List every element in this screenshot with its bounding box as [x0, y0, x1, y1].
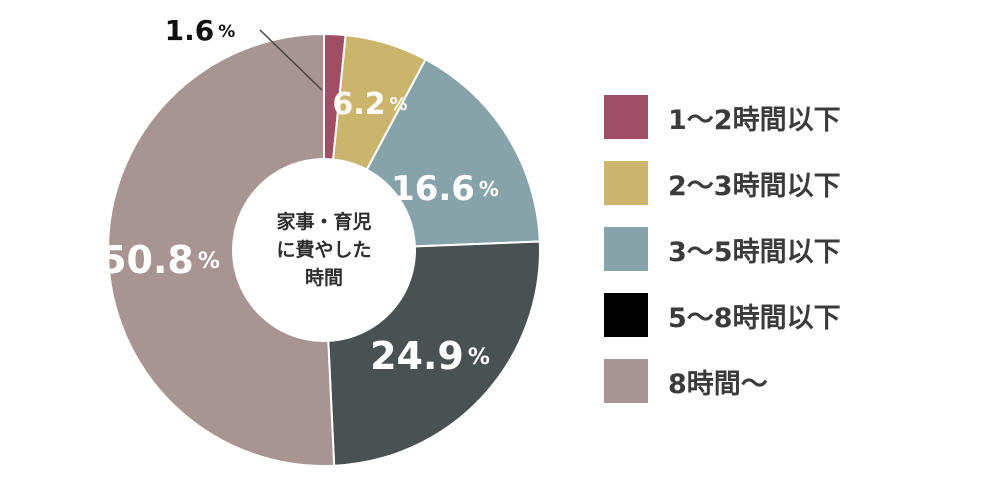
legend-item: 8時間〜 — [604, 359, 841, 403]
legend-swatch — [604, 95, 648, 139]
pie-slice — [107, 32, 336, 467]
legend-label: 5〜8時間以下 — [668, 302, 841, 334]
slice-labels: 1.6 % 6.2 % 16.6 % 24.9 % 50.8% — [100, 14, 499, 378]
leader-line — [259, 29, 323, 91]
slice-value-label: 1.6% — [165, 14, 236, 47]
legend-swatch — [604, 227, 648, 271]
center-label-line-2: に費やした — [276, 238, 371, 261]
legend: 1〜2時間以下 2〜3時間以下 3〜5時間以下 5〜8時間以下 8時間〜 — [604, 95, 841, 425]
center-label-line-1: 家事・育児 — [276, 210, 371, 233]
legend-label: 3〜5時間以下 — [668, 236, 841, 268]
legend-swatch — [604, 359, 648, 403]
legend-swatch — [604, 293, 648, 337]
slice-value-label: 6.2% — [332, 87, 407, 122]
slice-value-label: 24.9% — [370, 334, 490, 378]
legend-swatch — [604, 161, 648, 205]
legend-item: 2〜3時間以下 — [604, 161, 841, 205]
slice-value-label: 50.8% — [100, 238, 220, 282]
slice-value-label: 16.6% — [391, 169, 499, 209]
legend-label: 8時間〜 — [668, 368, 768, 400]
center-label-line-3: 時間 — [305, 267, 343, 289]
legend-label: 1〜2時間以下 — [668, 104, 841, 136]
donut-hole — [232, 158, 416, 342]
legend-item: 3〜5時間以下 — [604, 227, 841, 271]
legend-item: 1〜2時間以下 — [604, 95, 841, 139]
legend-label: 2〜3時間以下 — [668, 170, 841, 202]
legend-item: 5〜8時間以下 — [604, 293, 841, 337]
